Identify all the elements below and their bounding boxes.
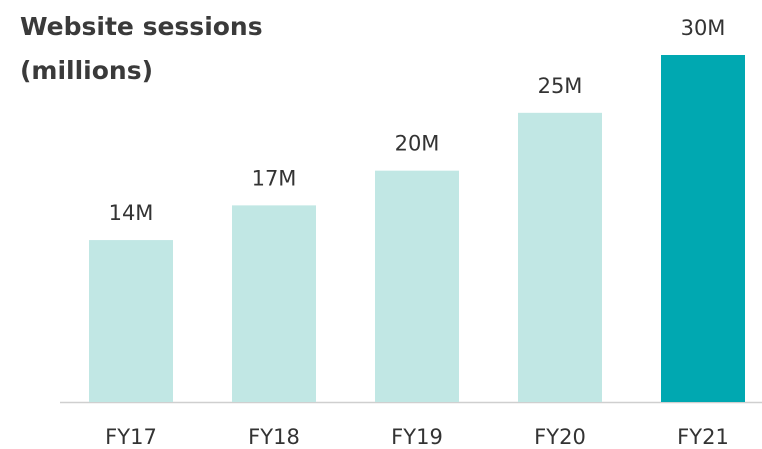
- x-tick-label: FY20: [534, 425, 586, 449]
- bar: [661, 55, 745, 402]
- value-label: 20M: [395, 132, 440, 156]
- value-label: 25M: [538, 74, 583, 98]
- value-label: 30M: [681, 16, 726, 40]
- bar: [518, 112, 602, 402]
- bar: [232, 205, 316, 402]
- x-tick-label: FY17: [105, 425, 157, 449]
- x-tick-label: FY21: [677, 425, 729, 449]
- bar: [89, 240, 173, 402]
- chart-subtitle: (millions): [20, 56, 153, 85]
- value-label: 17M: [252, 166, 297, 190]
- x-tick-label: FY19: [391, 425, 443, 449]
- value-label: 14M: [109, 201, 154, 225]
- chart-title: Website sessions: [20, 12, 263, 41]
- bar: [375, 170, 459, 402]
- x-tick-label: FY18: [248, 425, 300, 449]
